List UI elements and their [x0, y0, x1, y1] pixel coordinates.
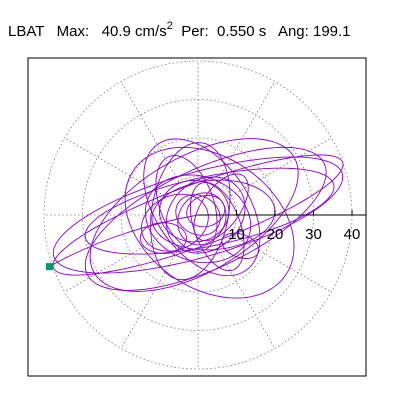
- grid-spoke: [231, 137, 332, 197]
- period-value: 0.550 s: [217, 23, 267, 40]
- grid-spoke: [216, 248, 276, 349]
- end-point-marker: [45, 263, 53, 271]
- trace-loop: [175, 194, 221, 236]
- trace-loop: [221, 232, 260, 259]
- radial-tick-label: 40: [344, 226, 361, 243]
- grid-spoke: [64, 137, 165, 197]
- plot-frame: [27, 57, 367, 377]
- grid-spoke: [216, 81, 276, 182]
- trace-loop: [84, 146, 327, 291]
- trace-loop: [143, 138, 261, 277]
- trace-loop: [177, 192, 227, 246]
- grid-spoke: [231, 233, 332, 293]
- trace-loop: [150, 142, 231, 281]
- trace-loop: [52, 154, 344, 276]
- header-readout: LBAT Max: 40.9 cm/s2 Per: 0.550 s Ang: 1…: [8, 17, 351, 42]
- trace-loop: [186, 195, 226, 228]
- angle-readout: Ang: 199.1: [277, 23, 351, 40]
- max-exponent: 2: [166, 20, 173, 32]
- radial-tick-label: 20: [267, 226, 284, 243]
- radial-tick-label: 30: [305, 226, 322, 243]
- radial-tick-label: 10: [228, 226, 245, 243]
- motion-trace: [49, 138, 344, 299]
- period-label: Per:: [181, 23, 209, 40]
- trace-loop: [193, 173, 249, 242]
- trace-loop: [189, 181, 245, 272]
- trace-loop: [159, 179, 230, 243]
- trace-loop: [84, 167, 335, 255]
- trace-loop: [144, 174, 252, 264]
- grid-spoke: [120, 248, 180, 349]
- trace-loop: [139, 222, 187, 254]
- max-label: Max:: [56, 23, 90, 40]
- max-value: 40.9 cm/s: [101, 23, 167, 40]
- trace-tail: [49, 214, 199, 267]
- marker-layer: [45, 263, 53, 271]
- radial-axis: 10 20 30 40: [198, 210, 366, 243]
- trace-loop: [89, 138, 299, 292]
- trace-loop: [52, 156, 344, 274]
- station-code: LBAT: [8, 23, 45, 40]
- grid-spoke: [64, 233, 165, 293]
- trace-loop: [141, 193, 209, 252]
- grid-spoke: [120, 81, 180, 182]
- trace-loop: [124, 146, 295, 299]
